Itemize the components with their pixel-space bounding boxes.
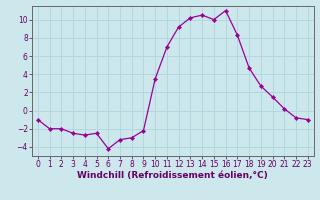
- X-axis label: Windchill (Refroidissement éolien,°C): Windchill (Refroidissement éolien,°C): [77, 171, 268, 180]
